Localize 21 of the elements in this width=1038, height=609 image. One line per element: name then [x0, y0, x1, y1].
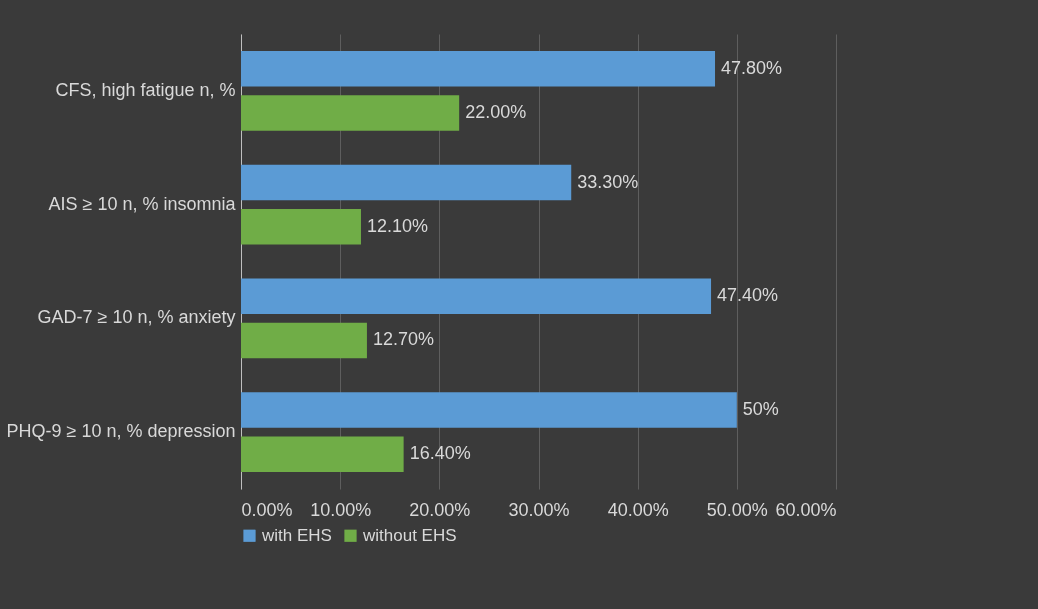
y-tick-label: GAD-7 ≥ 10 n, % anxiety: [37, 307, 236, 328]
data-label: 50%: [742, 399, 779, 420]
y-tick-label: CFS, high fatigue n, %: [55, 79, 236, 100]
x-tick-label: 40.00%: [607, 499, 669, 520]
x-tick-label: 10.00%: [310, 499, 372, 520]
y-tick-label: PHQ-9 ≥ 10 n, % depression: [6, 421, 236, 442]
data-label: 47.40%: [717, 285, 779, 306]
data-label: 16.40%: [409, 443, 471, 464]
x-tick-label: 60.00%: [775, 499, 837, 520]
x-tick-label: 0.00%: [241, 499, 293, 520]
x-tick-label: 20.00%: [409, 499, 471, 520]
y-tick-label: AIS ≥ 10 n, % insomnia: [48, 193, 237, 214]
data-label: 12.70%: [372, 329, 434, 350]
data-label: 22.00%: [465, 101, 527, 122]
x-tick-label: 30.00%: [508, 499, 570, 520]
data-label: 47.80%: [721, 57, 783, 78]
data-label: 12.10%: [366, 215, 429, 236]
legend-label: with EHS: [261, 525, 332, 545]
data-label: 33.30%: [577, 171, 639, 192]
x-tick-label: 50.00%: [706, 499, 768, 520]
legend-label: without EHS: [362, 525, 457, 545]
